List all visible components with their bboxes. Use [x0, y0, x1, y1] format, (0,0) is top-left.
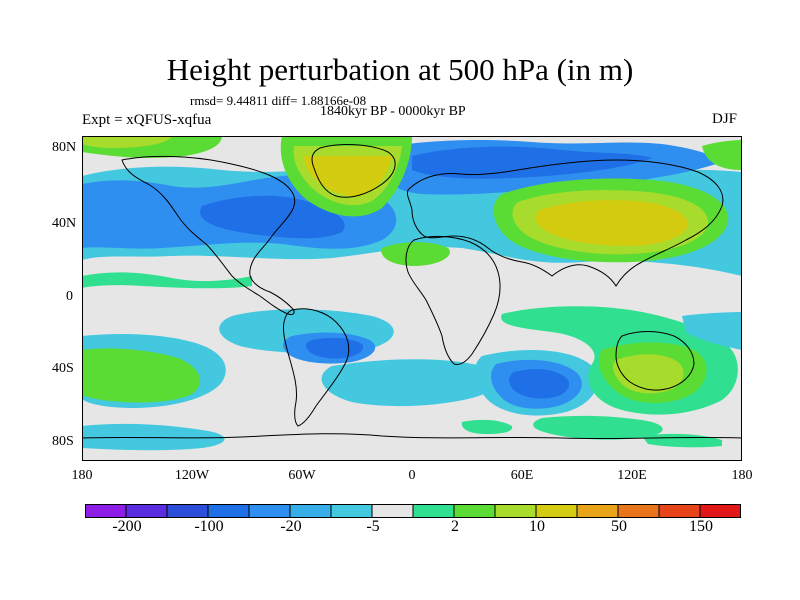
- colorbar-cell: [536, 504, 578, 518]
- colorbar-cell: [454, 504, 496, 518]
- colorbar-cell: [208, 504, 250, 518]
- lat-label: 80N: [52, 140, 77, 155]
- colorbar: [85, 504, 741, 518]
- greenland-ridge-core: [304, 156, 392, 197]
- deep-blue-trough: [200, 195, 345, 239]
- colorbar-cell: [331, 504, 373, 518]
- colorbar-label: -5: [366, 518, 380, 535]
- lon-label: 0: [408, 468, 416, 483]
- south-atlantic-cyan: [321, 359, 501, 407]
- mideast-green: [381, 242, 450, 266]
- lon-label: 60W: [288, 468, 316, 483]
- colorbar-cell: [167, 504, 209, 518]
- equatorial-green: [82, 272, 252, 289]
- alaska-yellowgreen: [82, 136, 172, 148]
- period-label: 1840kyr BP - 0000kyr BP: [320, 104, 466, 119]
- colorbar-label: 10: [529, 518, 545, 535]
- colorbar-label: -200: [112, 518, 142, 535]
- colorbar-cell: [495, 504, 537, 518]
- colorbar-label: -100: [194, 518, 224, 535]
- contour-map: [82, 136, 742, 461]
- lat-label: 0: [66, 289, 73, 304]
- colorbar-label: 150: [689, 518, 713, 535]
- colorbar-cell: [290, 504, 332, 518]
- coastlines: [82, 144, 742, 440]
- antarctic-green-3: [461, 419, 513, 434]
- sh-green-1: [82, 348, 201, 403]
- lon-label: 120E: [617, 468, 647, 483]
- lat-label: 40N: [52, 216, 77, 231]
- lat-label: 40S: [52, 361, 74, 376]
- australia-yellowgreen: [613, 354, 684, 394]
- antarctic-green: [533, 415, 663, 440]
- lon-label: 180: [71, 468, 93, 483]
- colorbar-cell: [659, 504, 701, 518]
- season-label: DJF: [712, 111, 738, 127]
- experiment-label: Expt = xQFUS-xqfua: [82, 112, 212, 128]
- asia-ridge-core: [535, 200, 689, 246]
- indian-deep-blue: [509, 369, 570, 399]
- colorbar-cell: [85, 504, 127, 518]
- colorbar-cell: [249, 504, 291, 518]
- eurasia-deep-blue: [412, 146, 652, 179]
- lat-label: 80S: [52, 434, 74, 449]
- lon-label: 180: [731, 468, 753, 483]
- colorbar-cell: [700, 504, 741, 518]
- colorbar-cell: [413, 504, 455, 518]
- colorbar-cell: [126, 504, 168, 518]
- plot-title: Height perturbation at 500 hPa (in m): [166, 52, 634, 87]
- stats-label: rmsd= 9.44811 diff= 1.88166e-08: [190, 93, 367, 108]
- colorbar-cell: [577, 504, 619, 518]
- colorbar-cell: [618, 504, 660, 518]
- se-cyan: [682, 312, 742, 350]
- colorbar-label: 2: [451, 518, 459, 535]
- ne-green: [702, 140, 742, 170]
- map-frame: [82, 136, 742, 461]
- lon-label: 120W: [174, 468, 210, 483]
- lon-label: 60E: [510, 468, 534, 483]
- colorbar-label: -20: [280, 518, 302, 535]
- colorbar-label: 50: [611, 518, 627, 535]
- colorbar-cell: [372, 504, 414, 518]
